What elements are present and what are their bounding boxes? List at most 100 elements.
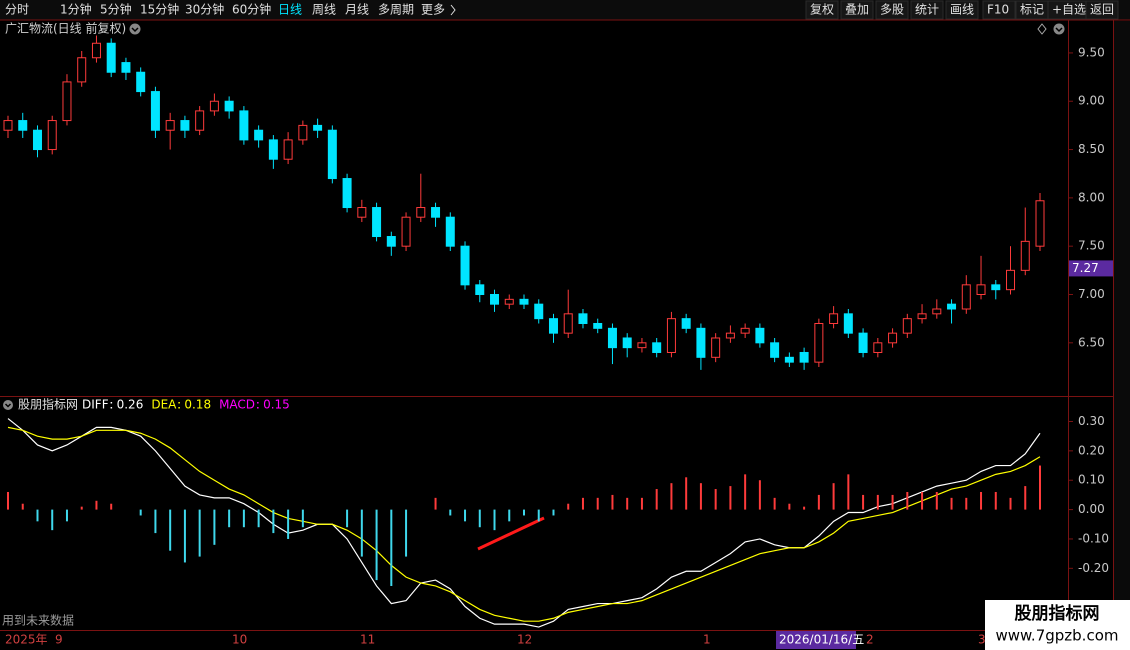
toolbar-button[interactable]: 分时 [5, 3, 29, 17]
cursor-label: 2026/01/16/五 [779, 633, 864, 647]
candle-body [1006, 269, 1016, 291]
toolbar-button-bg [982, 0, 1016, 20]
candle-body [1035, 200, 1045, 247]
toolbar-button[interactable]: 月线 [345, 3, 369, 17]
toolbar-button[interactable]: 统计 [915, 3, 939, 17]
legend-value: 0.15 [263, 398, 290, 412]
toolbar-button[interactable]: 30分钟 [185, 2, 224, 17]
y-tick-label: 8.00 [1078, 190, 1105, 204]
menu-icon[interactable] [3, 400, 13, 410]
cursor-label-bg [776, 631, 856, 649]
candle-body [622, 337, 632, 349]
legend-colon [178, 402, 180, 404]
toolbar-button[interactable]: 1分钟 [60, 2, 92, 17]
candle-body [18, 120, 28, 131]
candle-body [799, 351, 809, 363]
candle-body [755, 327, 765, 344]
candle-body [725, 332, 735, 339]
toolbar-button[interactable]: 60分钟 [232, 2, 271, 17]
toolbar-button[interactable]: 返回 [1090, 3, 1114, 17]
candle-body [666, 318, 676, 353]
toolbar-button[interactable]: +自选 [1052, 3, 1086, 17]
candle-body [696, 327, 706, 358]
indicator-title: 股朋指标网 [18, 397, 78, 412]
candle-body [180, 120, 190, 131]
x-tick-label: 9 [55, 633, 63, 647]
candle-body [32, 129, 42, 151]
candle-body [268, 139, 278, 160]
menu-icon[interactable] [1053, 23, 1065, 35]
candle-body [1020, 240, 1030, 271]
candle-body [283, 139, 293, 160]
toolbar-button[interactable]: F10 [987, 3, 1009, 17]
candle-body [873, 342, 883, 353]
toolbar-button[interactable]: 周线 [312, 3, 336, 17]
stock-title: 广汇物流(日线 前复权) [5, 21, 126, 36]
candle-body [239, 110, 249, 141]
candle-body [947, 303, 957, 310]
candle-body [431, 207, 441, 218]
x-tick-label: 3 [978, 633, 986, 647]
candle-body [401, 216, 411, 247]
menu-icon[interactable] [129, 23, 141, 35]
candle-body [357, 207, 367, 218]
toolbar-button-bg [875, 0, 909, 20]
candle-body [504, 298, 514, 305]
legend-name: DEA [151, 398, 177, 412]
candle-body [195, 110, 205, 131]
toolbar-button[interactable]: 更多 [421, 3, 445, 17]
toolbar-button[interactable]: 标记 [1020, 3, 1044, 17]
candle-body [62, 81, 72, 122]
candle-body [593, 322, 603, 329]
watermark-url: www.7gpzb.com [996, 627, 1119, 645]
last-price-bg [1069, 260, 1113, 277]
legend-colon [257, 407, 259, 409]
candle-body [372, 207, 382, 238]
candle-body [416, 207, 426, 218]
x-tick-label: 2 [866, 633, 874, 647]
menu-icon [4, 403, 12, 408]
candle-body [3, 120, 13, 131]
legend-colon [257, 402, 259, 404]
annotation-line [477, 516, 545, 551]
candle-body [460, 245, 470, 286]
diamond-icon[interactable] [1037, 23, 1047, 35]
note: 用到未来数据 [2, 613, 74, 628]
candle-body [475, 284, 485, 296]
candle-body [814, 322, 824, 363]
candle-body [106, 42, 116, 73]
candle-body [961, 284, 971, 310]
candle-body [681, 318, 691, 329]
candle-body [976, 284, 986, 296]
candle-body [858, 332, 868, 353]
toolbar-button[interactable]: 画线 [950, 3, 974, 17]
x-tick-label: 2025年 [5, 633, 48, 647]
candle-body [313, 124, 323, 131]
toolbar-button[interactable]: 5分钟 [100, 2, 132, 17]
toolbar-button[interactable]: 日线 [278, 3, 302, 17]
toolbar-button[interactable]: 15分钟 [140, 2, 179, 17]
toolbar-button-bg [840, 0, 874, 20]
x-tick-label: 12 [517, 633, 532, 647]
candle-body [637, 342, 647, 349]
candle-body [342, 178, 352, 209]
macd-line [7, 418, 1041, 628]
candle-body [91, 42, 101, 59]
candle-body [121, 62, 131, 73]
toolbar-button[interactable]: 多周期 [378, 3, 414, 17]
candle-body [209, 100, 219, 112]
toolbar-button[interactable]: 多股 [880, 3, 904, 17]
y-tick-label: 9.50 [1078, 45, 1105, 59]
candle-body [902, 318, 912, 334]
y-tick-label: 0.30 [1078, 414, 1105, 428]
watermark-box [985, 600, 1130, 650]
legend-name: DIFF [82, 398, 109, 412]
y-tick-label: 0.20 [1078, 443, 1105, 457]
legend-colon [110, 407, 113, 409]
toolbar-button[interactable]: 复权 [810, 3, 834, 17]
candle-body [47, 120, 57, 151]
x-tick-label: 10 [232, 633, 247, 647]
menu-icon [131, 27, 139, 33]
toolbar-button[interactable]: 叠加 [845, 3, 869, 17]
